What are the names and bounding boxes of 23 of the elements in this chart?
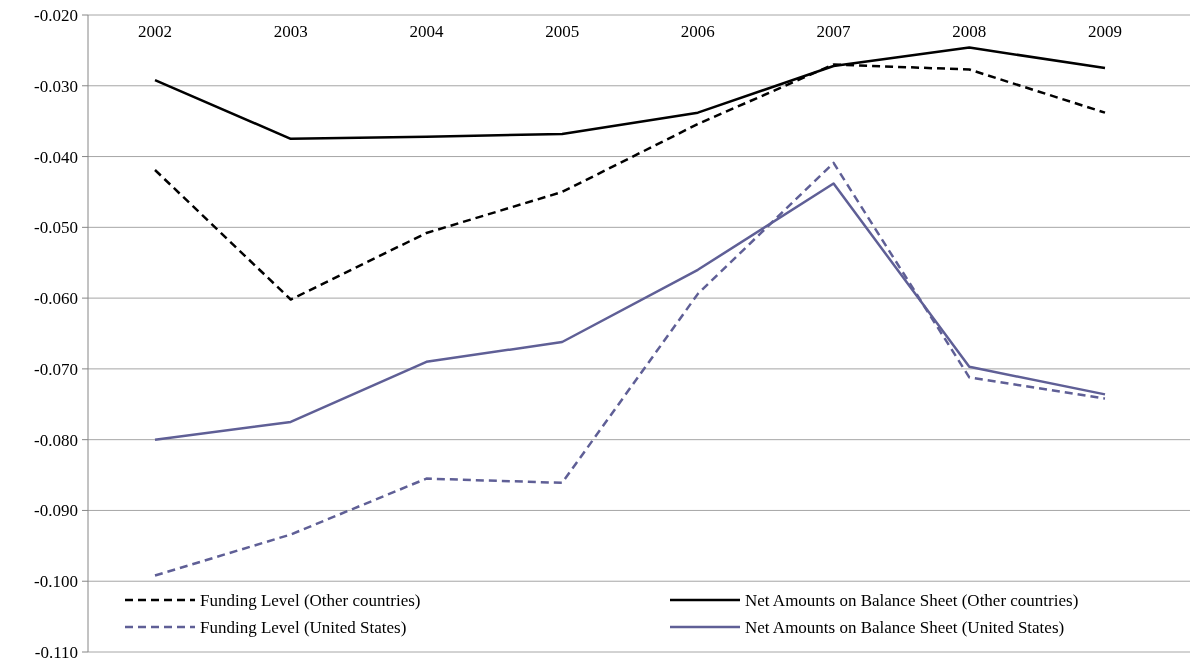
legend-label: Funding Level (Other countries): [200, 590, 421, 610]
y-tick-label: -0.090: [34, 501, 78, 521]
y-tick-label: -0.100: [34, 572, 78, 592]
legend-label: Net Amounts on Balance Sheet (United States): [745, 617, 1065, 637]
x-tick-label: 2002: [138, 22, 172, 41]
x-tick-label: 2007: [816, 22, 852, 41]
legend-label: Funding Level (United States): [200, 617, 407, 637]
x-tick-label: 2004: [409, 22, 444, 41]
legend-label: Net Amounts on Balance Sheet (Other countries): [745, 590, 1079, 610]
y-tick-label: -0.020: [34, 5, 78, 25]
x-tick-label: 2003: [273, 22, 308, 41]
x-tick-label: 2006: [680, 22, 715, 41]
x-tick-label: 2005: [545, 22, 580, 41]
line-series: [153, 161, 1107, 577]
y-tick-label: -0.050: [34, 218, 78, 238]
y-tick-label: -0.060: [34, 289, 78, 309]
x-tick-label: 2009: [1088, 22, 1122, 41]
y-tick-label: -0.070: [34, 359, 78, 379]
x-tick-label: 2008: [952, 22, 987, 41]
y-tick-label: -0.080: [34, 430, 78, 450]
y-tick-label: -0.030: [34, 76, 78, 96]
y-tick-label: -0.110: [34, 642, 78, 662]
y-tick-label: -0.040: [34, 147, 78, 167]
